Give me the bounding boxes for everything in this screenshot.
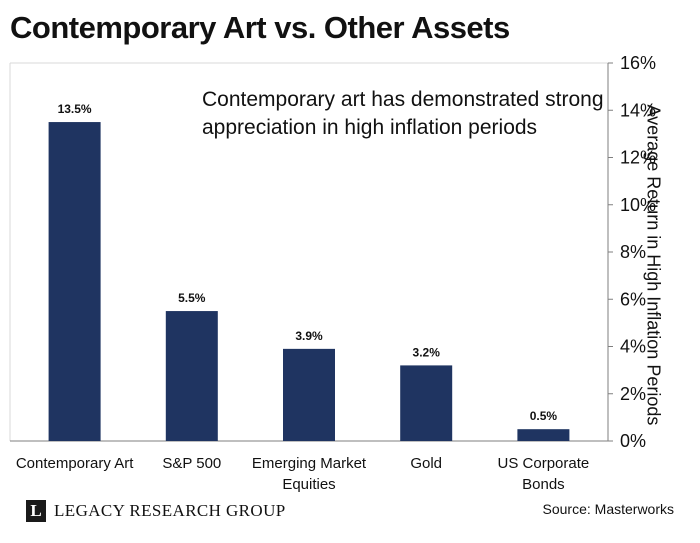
bar-value-label: 13.5%	[58, 102, 92, 116]
y-tick-label: 6%	[620, 289, 646, 309]
bar-value-label: 0.5%	[530, 409, 558, 423]
bar	[517, 429, 570, 441]
brand-logo: L LEGACY RESEARCH GROUP	[26, 500, 286, 522]
y-tick-label: 8%	[620, 242, 646, 262]
bar	[165, 311, 218, 441]
x-tick-label: Bonds	[522, 476, 565, 493]
bar	[400, 365, 453, 441]
bar	[283, 348, 335, 441]
y-tick-label: 0%	[620, 431, 646, 451]
annotation-line: appreciation in high inflation periods	[202, 116, 538, 139]
bar-value-label: 5.5%	[178, 291, 206, 305]
brand-name: LEGACY RESEARCH GROUP	[54, 501, 286, 520]
y-tick-label: 2%	[620, 384, 646, 404]
x-tick-label: Emerging Market	[252, 455, 367, 472]
x-tick-label: US Corporate	[498, 455, 590, 472]
y-tick-label: 14%	[620, 100, 656, 120]
x-tick-label: Gold	[410, 455, 442, 472]
x-tick-label: Contemporary Art	[16, 455, 134, 472]
bar-value-label: 3.9%	[295, 329, 323, 343]
y-tick-label: 4%	[620, 337, 646, 357]
y-axis-title: Average Return in High Inflation Periods	[643, 104, 664, 426]
x-tick-label: S&P 500	[162, 455, 221, 472]
source-note: Source: Masterworks	[542, 501, 674, 517]
y-tick-label: 12%	[620, 148, 656, 168]
bar-value-label: 3.2%	[413, 345, 441, 359]
y-tick-label: 16%	[620, 53, 656, 73]
chart-title: Contemporary Art vs. Other Assets	[10, 10, 510, 45]
brand-mark-icon: L	[26, 500, 46, 522]
annotation-line: Contemporary art has demonstrated strong	[202, 88, 604, 111]
chart-annotation: Contemporary art has demonstrated strong…	[202, 86, 612, 142]
y-tick-label: 10%	[620, 195, 656, 215]
x-tick-label: Equities	[282, 476, 335, 493]
bar	[48, 122, 101, 441]
